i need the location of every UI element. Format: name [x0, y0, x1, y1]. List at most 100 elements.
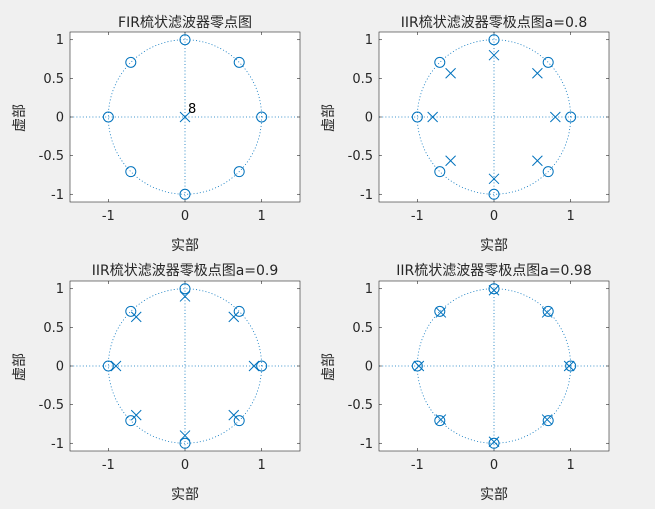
zero-marker	[233, 415, 245, 427]
subplot-4-xlabel: 实部	[480, 487, 508, 503]
x-tick-label: -1	[102, 209, 115, 224]
pole-marker	[549, 111, 561, 123]
zero-marker	[233, 305, 245, 317]
unit-circle	[107, 288, 263, 444]
x-tick-label: 0	[181, 209, 189, 224]
pole-marker	[228, 409, 240, 421]
zero-marker	[434, 56, 446, 68]
y-tick-label: 0.5	[43, 321, 64, 336]
subplot-3: IIR梳状滤波器零极点图a=0.9 实部 虚部 -1 0 1 -1 -0.5 0 0.5 1	[12, 263, 301, 503]
pole-marker	[541, 414, 553, 425]
subplot-1-ylabel: 虚部	[12, 104, 28, 132]
subplot-4-title: IIR梳状滤波器零极点图a=0.98	[396, 263, 591, 279]
x-tick-label: -1	[411, 209, 424, 224]
zero-marker	[256, 360, 268, 372]
pole-marker	[532, 67, 543, 79]
y-tick-label: -0.5	[348, 398, 373, 413]
zero-marker	[411, 360, 423, 372]
x-tick-label: 1	[258, 209, 266, 224]
pole-marker	[445, 67, 456, 79]
y-tick-label: 0	[365, 111, 373, 126]
subplot-1-title: FIR梳状滤波器零点图	[118, 15, 252, 31]
subplot-4-ylabel: 虚部	[321, 353, 337, 381]
pole-marker	[532, 155, 543, 167]
pole-marker	[110, 360, 122, 372]
unit-circle	[107, 39, 263, 195]
zero-marker	[125, 415, 137, 427]
zero-marker	[233, 56, 245, 68]
subplot-3-xlabel: 实部	[171, 487, 199, 503]
y-tick-label: -0.5	[39, 149, 64, 164]
y-tick-label: -0.5	[39, 398, 64, 413]
zero-marker	[179, 34, 191, 46]
zero-marker	[488, 283, 500, 295]
zero-marker	[125, 166, 137, 178]
pole-marker	[445, 155, 456, 167]
y-tick-label: 0	[56, 111, 64, 126]
pole-marker	[488, 49, 500, 61]
x-tick-label: -1	[411, 458, 424, 473]
zero-marker	[434, 166, 446, 178]
subplot-2-xlabel: 实部	[480, 238, 508, 254]
subplot-2-title: IIR梳状滤波器零极点图a=0.8	[401, 15, 588, 31]
zero-marker	[179, 188, 191, 200]
y-tick-label: 0	[56, 360, 64, 375]
pole-marker	[435, 414, 447, 425]
zero-marker	[179, 437, 191, 449]
y-tick-label: 0	[365, 360, 373, 375]
y-tick-label: 1	[365, 33, 373, 48]
zero-marker	[542, 305, 554, 317]
pole-marker	[130, 311, 142, 323]
unit-circle	[416, 39, 572, 195]
x-tick-label: 1	[258, 458, 266, 473]
pole-marker	[427, 111, 439, 123]
y-tick-label: 0.5	[352, 321, 373, 336]
y-tick-label: -1	[51, 188, 64, 203]
zero-marker	[411, 111, 423, 123]
zero-marker	[542, 415, 554, 427]
y-tick-label: 1	[56, 282, 64, 297]
pole-marker	[488, 173, 500, 185]
y-tick-label: -1	[360, 437, 373, 452]
subplot-4: IIR梳状滤波器零极点图a=0.98 实部 虚部 -1 0 1 -1 -0.5 0 0.5 1	[321, 263, 610, 503]
zero-marker	[488, 34, 500, 46]
zero-marker	[434, 305, 446, 317]
pole-marker	[179, 430, 191, 441]
pole-marker	[179, 111, 191, 123]
y-tick-label: 0.5	[43, 72, 64, 87]
pole-marker	[228, 311, 240, 323]
zero-marker	[256, 111, 268, 123]
y-tick-label: 0.5	[352, 72, 373, 87]
subplot-1: FIR梳状滤波器零点图 实部 虚部 8 -1 0 1 -1 -0.5 0 0.5 1	[12, 15, 301, 254]
zero-marker	[125, 56, 137, 68]
x-tick-label: 0	[490, 209, 498, 224]
x-tick-label: 0	[181, 458, 189, 473]
pole-marker	[563, 360, 575, 372]
y-tick-label: -1	[51, 437, 64, 452]
pole-marker	[435, 307, 447, 318]
zero-marker	[125, 305, 137, 317]
pole-marker	[541, 307, 553, 318]
subplot-2: IIR梳状滤波器零极点图a=0.8 实部 虚部 -1 0 1 -1 -0.5 0 0.5 1	[321, 15, 610, 254]
x-tick-label: 1	[567, 209, 575, 224]
pole-marker	[248, 360, 260, 372]
zero-marker	[102, 111, 114, 123]
x-tick-label: 0	[490, 458, 498, 473]
zero-marker	[102, 360, 114, 372]
pole-marker	[488, 436, 500, 448]
zero-marker	[488, 437, 500, 449]
subplot-3-title: IIR梳状滤波器零极点图a=0.9	[92, 263, 279, 279]
pole-marker	[130, 409, 142, 421]
x-tick-label: -1	[102, 458, 115, 473]
zero-marker	[179, 283, 191, 295]
unit-circle	[416, 288, 572, 444]
y-tick-label: -0.5	[348, 149, 373, 164]
subplot-2-ylabel: 虚部	[321, 104, 337, 132]
zero-marker	[542, 56, 554, 68]
y-tick-label: 1	[365, 282, 373, 297]
zero-marker	[565, 360, 577, 372]
x-tick-label: 1	[567, 458, 575, 473]
pole-marker	[179, 291, 191, 302]
subplot-1-multiplicity-label: 8	[188, 102, 196, 117]
zero-marker	[565, 111, 577, 123]
